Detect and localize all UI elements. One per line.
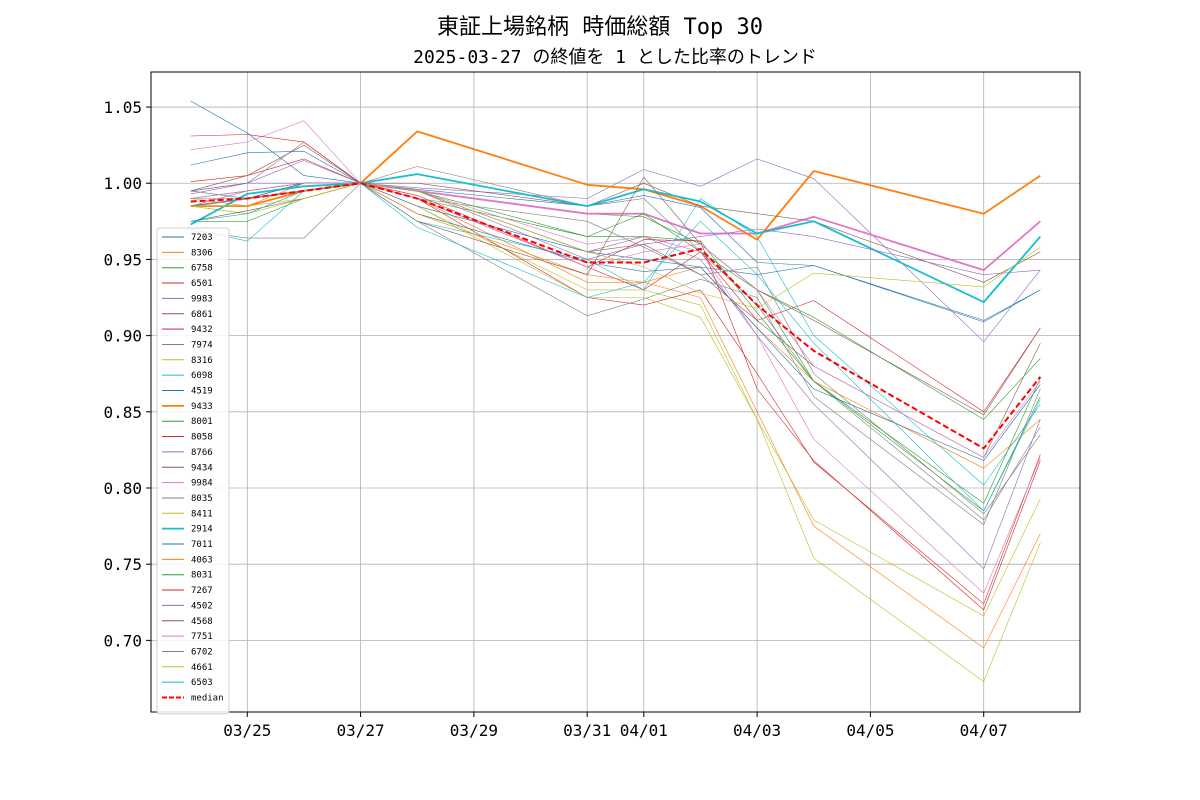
legend-label: 7974 bbox=[191, 340, 213, 350]
legend-label: 6758 bbox=[191, 264, 213, 274]
y-tick-label: 0.80 bbox=[103, 479, 142, 498]
series-line-7974 bbox=[190, 141, 1041, 515]
x-tick-label: 04/07 bbox=[960, 721, 1008, 740]
legend-box bbox=[156, 227, 230, 715]
series-line-4063 bbox=[190, 182, 1041, 649]
legend-label: 4519 bbox=[191, 387, 213, 397]
x-tick-label: 03/29 bbox=[450, 721, 498, 740]
legend-label: median bbox=[191, 694, 224, 704]
legend-label: 9434 bbox=[191, 463, 213, 473]
x-axis: 03/25 03/27 03/29 03/31 04/01 04/03 04/05 04/07 bbox=[223, 712, 1008, 740]
y-tick-label: 0.90 bbox=[103, 327, 142, 346]
legend-label: 8766 bbox=[191, 448, 213, 458]
chart-subtitle: 2025-03-27 の終値を 1 とした比率のトレンド bbox=[413, 47, 817, 68]
x-tick-label: 03/27 bbox=[337, 721, 385, 740]
legend-label: 4661 bbox=[191, 663, 213, 673]
legend-label: 7011 bbox=[191, 540, 213, 550]
series-line-4661 bbox=[190, 182, 1041, 309]
y-tick-label: 0.95 bbox=[103, 250, 142, 269]
x-tick-label: 04/05 bbox=[846, 721, 894, 740]
legend-label: 8031 bbox=[191, 571, 213, 581]
series-line-9984 bbox=[190, 120, 1041, 594]
y-axis: 1.05 1.00 0.95 0.90 0.85 0.80 0.75 0.70 bbox=[103, 98, 151, 650]
legend-label: 8058 bbox=[191, 433, 213, 443]
legend-label: 4063 bbox=[191, 555, 213, 565]
chart-title: 東証上場銘柄 時価総額 Top 30 bbox=[437, 15, 763, 40]
series-line-8766 bbox=[190, 182, 1041, 570]
legend-label: 9983 bbox=[191, 294, 213, 304]
x-tick-label: 03/31 bbox=[563, 721, 611, 740]
y-tick-label: 1.05 bbox=[103, 98, 142, 117]
series-line-7011 bbox=[190, 182, 1041, 461]
series-line-6503 bbox=[190, 182, 1041, 512]
legend-label: 6503 bbox=[191, 678, 213, 688]
legend-label: 2914 bbox=[191, 525, 213, 535]
legend-label: 9432 bbox=[191, 325, 213, 335]
legend-label: 9984 bbox=[191, 479, 213, 489]
series-line-median bbox=[190, 182, 1042, 450]
legend-label: 7267 bbox=[191, 586, 213, 596]
legend: 7203 8306 6758 6501 9983 6861 9432 7974 8316 6098… bbox=[156, 227, 230, 715]
y-tick-label: 0.85 bbox=[103, 403, 142, 422]
legend-label: 6501 bbox=[191, 279, 213, 289]
series-line-7267 bbox=[190, 134, 1041, 611]
x-tick-label: 04/01 bbox=[620, 721, 668, 740]
series-line-4502 bbox=[190, 160, 1041, 276]
x-tick-label: 04/03 bbox=[733, 721, 781, 740]
x-tick-label: 03/25 bbox=[223, 721, 271, 740]
legend-label: 8306 bbox=[191, 248, 213, 258]
legend-label: 7203 bbox=[191, 233, 213, 243]
legend-label: 4568 bbox=[191, 617, 213, 627]
legend-label: 8035 bbox=[191, 494, 213, 504]
series-line-9434 bbox=[190, 144, 1041, 283]
legend-label: 6702 bbox=[191, 647, 213, 657]
series-line-4568 bbox=[190, 176, 1041, 416]
y-tick-label: 0.70 bbox=[103, 631, 142, 650]
y-tick-label: 1.00 bbox=[103, 174, 142, 193]
plot-frame bbox=[150, 71, 1081, 713]
y-tick-label: 0.75 bbox=[103, 555, 142, 574]
legend-label: 6861 bbox=[191, 310, 213, 320]
legend-label: 7751 bbox=[191, 632, 213, 642]
series-line-4519 bbox=[190, 150, 1041, 321]
legend-label: 8411 bbox=[191, 509, 213, 519]
legend-label: 9433 bbox=[191, 402, 213, 412]
series-line-6758 bbox=[190, 182, 1041, 512]
series-line-6098 bbox=[190, 182, 1041, 486]
legend-label: 4502 bbox=[191, 601, 213, 611]
legend-label: 8001 bbox=[191, 417, 213, 427]
series-lines bbox=[190, 100, 1042, 682]
series-line-2914 bbox=[190, 173, 1041, 304]
series-line-6702 bbox=[190, 182, 1041, 525]
legend-label: 8316 bbox=[191, 356, 213, 366]
legend-label: 6098 bbox=[191, 371, 213, 381]
